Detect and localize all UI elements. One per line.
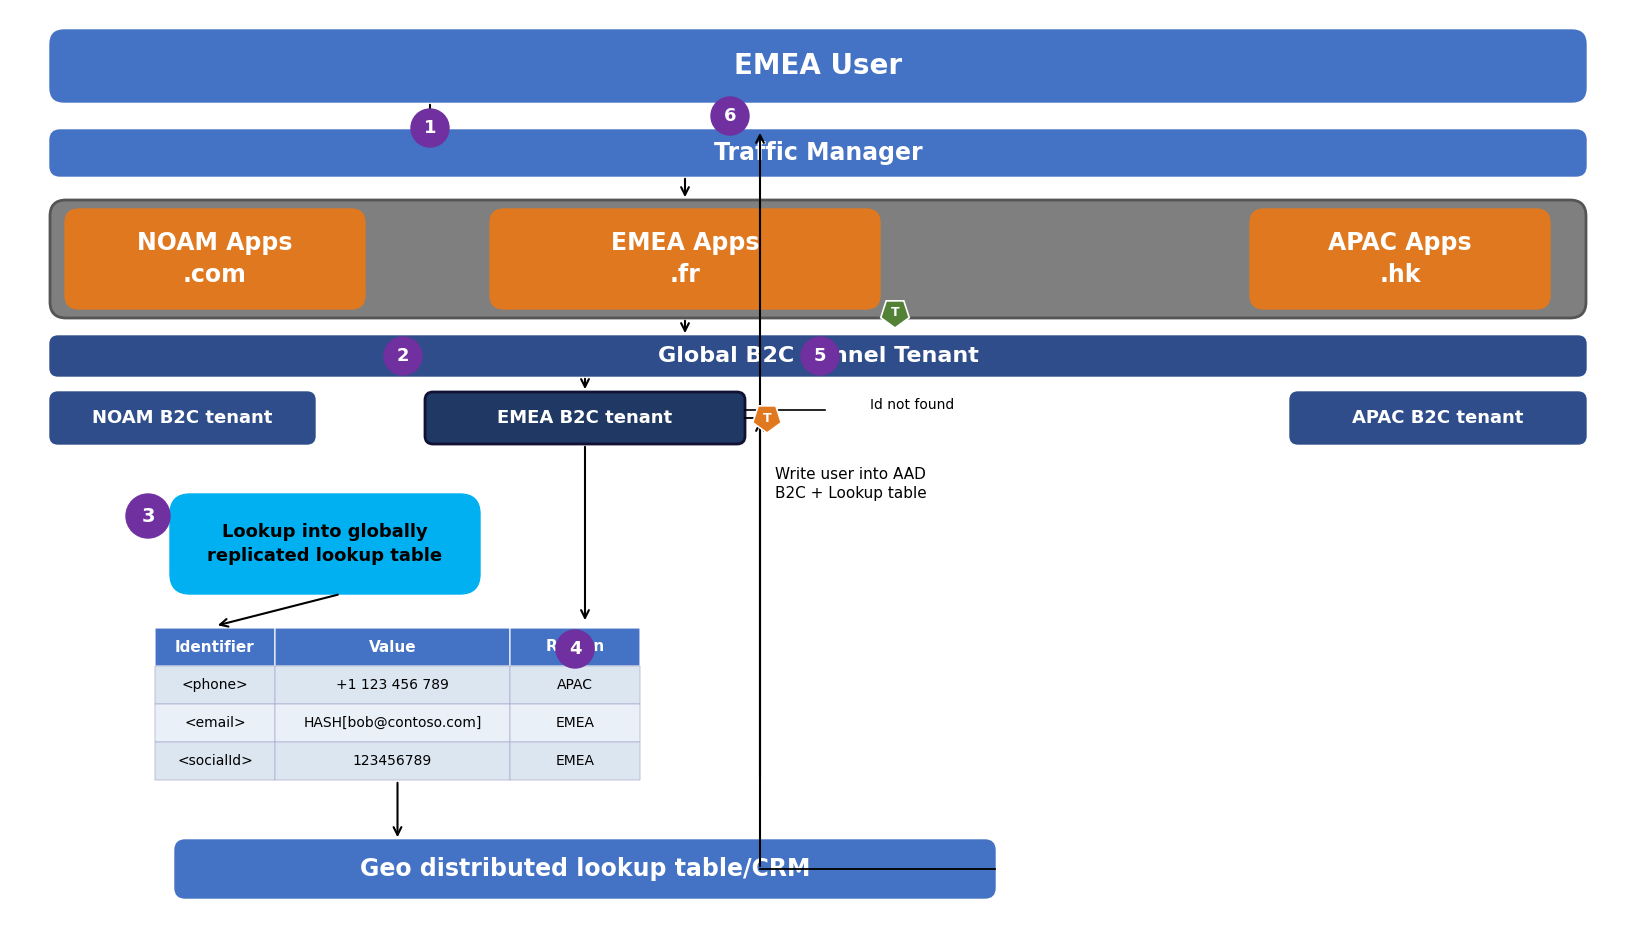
FancyBboxPatch shape (51, 130, 1585, 176)
Text: Geo distributed lookup table/CRM: Geo distributed lookup table/CRM (360, 857, 810, 881)
Text: <email>: <email> (185, 716, 245, 730)
Text: APAC Apps
.hk: APAC Apps .hk (1328, 231, 1472, 287)
Text: EMEA Apps
.fr: EMEA Apps .fr (610, 231, 759, 287)
Text: +1 123 456 789: +1 123 456 789 (335, 678, 448, 692)
FancyBboxPatch shape (155, 666, 275, 704)
FancyBboxPatch shape (51, 30, 1585, 102)
Circle shape (384, 337, 422, 375)
Circle shape (126, 494, 170, 538)
Circle shape (556, 630, 594, 668)
Text: T: T (762, 412, 771, 425)
Text: Id not found: Id not found (870, 398, 954, 412)
FancyBboxPatch shape (155, 704, 275, 742)
Text: Region: Region (545, 640, 605, 654)
Text: 2: 2 (398, 347, 409, 365)
FancyBboxPatch shape (1250, 209, 1549, 309)
Polygon shape (880, 301, 910, 328)
FancyBboxPatch shape (510, 628, 640, 666)
Text: Traffic Manager: Traffic Manager (713, 141, 923, 165)
Text: APAC: APAC (556, 678, 592, 692)
Text: EMEA B2C tenant: EMEA B2C tenant (497, 409, 672, 427)
Text: <phone>: <phone> (182, 678, 249, 692)
Text: Value: Value (368, 640, 416, 654)
Text: 123456789: 123456789 (353, 754, 432, 768)
FancyBboxPatch shape (510, 666, 640, 704)
FancyBboxPatch shape (425, 392, 744, 444)
FancyBboxPatch shape (51, 392, 316, 444)
Text: NOAM B2C tenant: NOAM B2C tenant (92, 409, 273, 427)
Text: Lookup into globally
replicated lookup table: Lookup into globally replicated lookup t… (208, 523, 443, 565)
Text: Global B2C Funnel Tenant: Global B2C Funnel Tenant (658, 346, 978, 366)
Text: HASH[bob@contoso.com]: HASH[bob@contoso.com] (303, 716, 481, 730)
FancyBboxPatch shape (275, 742, 510, 780)
Text: APAC B2C tenant: APAC B2C tenant (1353, 409, 1523, 427)
Text: 6: 6 (723, 107, 736, 125)
FancyBboxPatch shape (275, 704, 510, 742)
Text: Write user into AAD
B2C + Lookup table: Write user into AAD B2C + Lookup table (775, 466, 926, 502)
FancyBboxPatch shape (155, 742, 275, 780)
Text: 4: 4 (569, 640, 581, 658)
FancyBboxPatch shape (65, 209, 365, 309)
FancyBboxPatch shape (510, 742, 640, 780)
Circle shape (411, 109, 448, 147)
FancyBboxPatch shape (155, 628, 275, 666)
Text: NOAM Apps
.com: NOAM Apps .com (137, 231, 293, 287)
FancyBboxPatch shape (51, 336, 1585, 376)
Text: T: T (890, 306, 900, 319)
Circle shape (802, 337, 839, 375)
FancyBboxPatch shape (510, 704, 640, 742)
FancyBboxPatch shape (51, 200, 1585, 318)
Text: EMEA User: EMEA User (735, 52, 901, 80)
Text: 1: 1 (424, 119, 437, 137)
Circle shape (712, 97, 749, 135)
FancyBboxPatch shape (170, 494, 479, 594)
FancyBboxPatch shape (175, 840, 995, 898)
FancyBboxPatch shape (491, 209, 880, 309)
FancyBboxPatch shape (1291, 392, 1585, 444)
Polygon shape (753, 406, 782, 433)
Text: EMEA: EMEA (556, 716, 594, 730)
FancyBboxPatch shape (275, 666, 510, 704)
Text: 3: 3 (141, 506, 155, 525)
Text: 5: 5 (813, 347, 826, 365)
Text: EMEA: EMEA (556, 754, 594, 768)
Text: <socialId>: <socialId> (177, 754, 254, 768)
Text: Identifier: Identifier (175, 640, 255, 654)
FancyBboxPatch shape (275, 628, 510, 666)
